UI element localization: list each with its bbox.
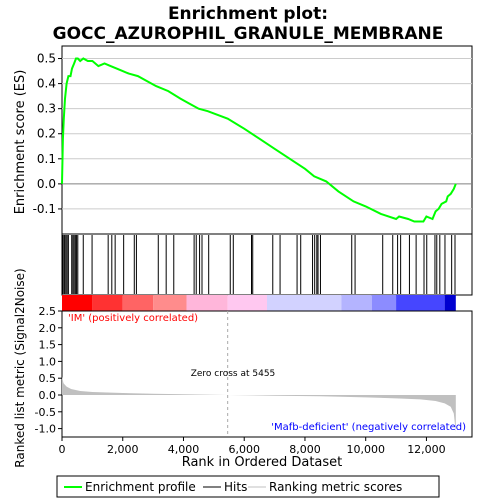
metric-y-tick-label: 0.5 [39, 372, 57, 385]
es-profile-line [61, 57, 457, 223]
es-gridlines [62, 58, 472, 210]
heatmap-segment [371, 295, 397, 311]
heatmap-segment [153, 295, 187, 311]
es-y-axis-label: Enrichment score (ES) [13, 70, 28, 215]
metric-y-tick-label: 2.0 [39, 322, 57, 335]
x-axis: 0 2,000 4,000 6,000 8,000 10,000 12,000 [59, 437, 446, 456]
metric-y-tick-label: 1.0 [39, 355, 57, 368]
es-panel: -0.1 0.0 0.1 0.2 0.3 0.4 0.5 Enrichment score … [13, 45, 473, 235]
x-tick-label: 2,000 [107, 443, 139, 456]
hits-panel [61, 233, 473, 296]
es-y-tick-label: -0.1 [33, 202, 56, 216]
es-y-tick-label: 0.3 [37, 102, 56, 116]
positive-phenotype-label: 'IM' (positively correlated) [68, 313, 198, 324]
metric-y-tick-label: -1.0 [35, 423, 56, 436]
metric-y-tick-label: 0.0 [39, 389, 57, 402]
heatmap-segment [92, 295, 123, 311]
x-tick-label: 4,000 [168, 443, 200, 456]
x-tick-label: 8,000 [289, 443, 321, 456]
negative-phenotype-label: 'Mafb-deficient' (negatively correlated) [271, 422, 466, 433]
metric-y-ticks: -1.0 -0.5 0.0 0.5 1.0 1.5 2.0 2.5 [35, 305, 62, 436]
x-tick-label: 10,000 [346, 443, 385, 456]
legend-metric-label: Ranking metric scores [269, 480, 402, 494]
metric-y-axis-label: Ranked list metric (Signal2Noise) [13, 268, 27, 467]
x-axis-label: Rank in Ordered Dataset [182, 455, 343, 470]
es-y-tick-label: 0.2 [37, 127, 56, 141]
metric-panel: -1.0 -0.5 0.0 0.5 1.0 1.5 2.0 2.5 'IM' (positiv… [13, 268, 473, 468]
heatmap-segment [122, 295, 154, 311]
es-y-ticks: -0.1 0.0 0.1 0.2 0.3 0.4 0.5 [33, 52, 62, 216]
hit-markers [62, 235, 456, 294]
es-y-tick-label: 0.1 [37, 152, 56, 166]
metric-y-tick-label: 2.5 [39, 305, 57, 318]
heatmap-segment [396, 295, 445, 311]
metric-y-tick-label: -0.5 [35, 406, 56, 419]
rank-heatmap-bar [62, 295, 456, 311]
heatmap-segment [267, 295, 342, 311]
heatmap-segment [227, 295, 267, 311]
es-y-tick-label: 0.0 [37, 177, 56, 191]
chart-title-line1: Enrichment plot: [168, 4, 328, 24]
heatmap-segment [341, 295, 372, 311]
metric-panel-frame [61, 310, 473, 438]
zero-cross-label: Zero cross at 5455 [191, 369, 276, 379]
heatmap-segment [444, 295, 456, 311]
es-y-tick-label: 0.5 [37, 52, 56, 66]
x-tick-label: 0 [59, 443, 66, 456]
legend: Enrichment profile Hits Ranking metric s… [56, 475, 440, 498]
metric-y-tick-label: 1.5 [39, 339, 57, 352]
chart-title-line2: GOCC_AZUROPHIL_GRANULE_MEMBRANE [53, 24, 444, 44]
es-y-tick-label: 0.4 [37, 77, 56, 91]
legend-hits-label: Hits [224, 480, 247, 494]
x-tick-label: 6,000 [228, 443, 260, 456]
heatmap-segment [62, 295, 93, 311]
legend-es-label: Enrichment profile [85, 480, 196, 494]
heatmap-segment [186, 295, 228, 311]
es-panel-frame [61, 45, 473, 235]
x-tick-label: 12,000 [407, 443, 446, 456]
